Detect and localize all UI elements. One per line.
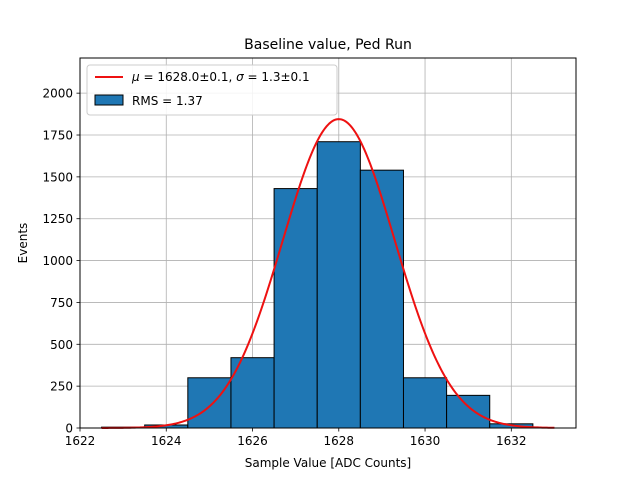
legend-box <box>86 64 338 116</box>
histogram-bar <box>316 141 361 429</box>
x-axis-label: Sample Value [ADC Counts] <box>245 456 411 470</box>
histogram-bars <box>101 141 534 429</box>
legend-fit-end: = 1.3±0.1 <box>244 70 310 84</box>
y-tick-label: 1250 <box>42 212 73 226</box>
histogram-bar <box>359 169 404 429</box>
legend-fit-mid: = 1628.0±0.1, <box>140 70 236 84</box>
y-tick-label: 1000 <box>42 254 73 268</box>
gaussian-fit <box>101 118 555 429</box>
legend-fit-mu: μ <box>131 70 140 84</box>
x-tick-label: 1628 <box>324 434 355 448</box>
legend-hist-swatch <box>94 94 124 106</box>
y-tick-label: 1500 <box>42 170 73 184</box>
y-tick-label: 250 <box>50 380 73 394</box>
x-tick-label: 1630 <box>410 434 441 448</box>
legend-hist-label: RMS = 1.37 <box>132 94 203 108</box>
y-tick-label: 500 <box>50 338 73 352</box>
y-tick-label: 750 <box>50 296 73 310</box>
x-tick-label: 1624 <box>151 434 182 448</box>
histogram-bar <box>230 357 275 429</box>
y-tick-label: 2000 <box>42 87 73 101</box>
histogram-bar <box>446 394 491 429</box>
y-tick-label: 0 <box>65 422 73 436</box>
legend-fit-sigma: σ <box>236 70 244 84</box>
histogram-bar <box>273 188 318 429</box>
y-axis-ticks: 0 250 500 750 1000 1250 1500 1750 2000 <box>42 87 80 436</box>
plot-frame <box>79 57 577 429</box>
fit-curve <box>101 118 555 429</box>
histogram-bar <box>402 377 448 429</box>
legend: μ = 1628.0±0.1, σ = 1.3±0.1 RMS = 1.37 <box>86 64 338 116</box>
x-tick-label: 1622 <box>65 434 96 448</box>
histogram-bar <box>187 377 232 429</box>
x-tick-label: 1632 <box>496 434 527 448</box>
x-tick-label: 1626 <box>237 434 268 448</box>
y-axis-label: Events <box>16 223 30 264</box>
legend-fit-label: μ = 1628.0±0.1, σ = 1.3±0.1 <box>131 70 310 84</box>
y-tick-label: 1750 <box>42 129 73 143</box>
x-axis-ticks: 1622 1624 1626 1628 1630 1632 <box>65 428 527 448</box>
chart-title: Baseline value, Ped Run <box>244 37 412 53</box>
